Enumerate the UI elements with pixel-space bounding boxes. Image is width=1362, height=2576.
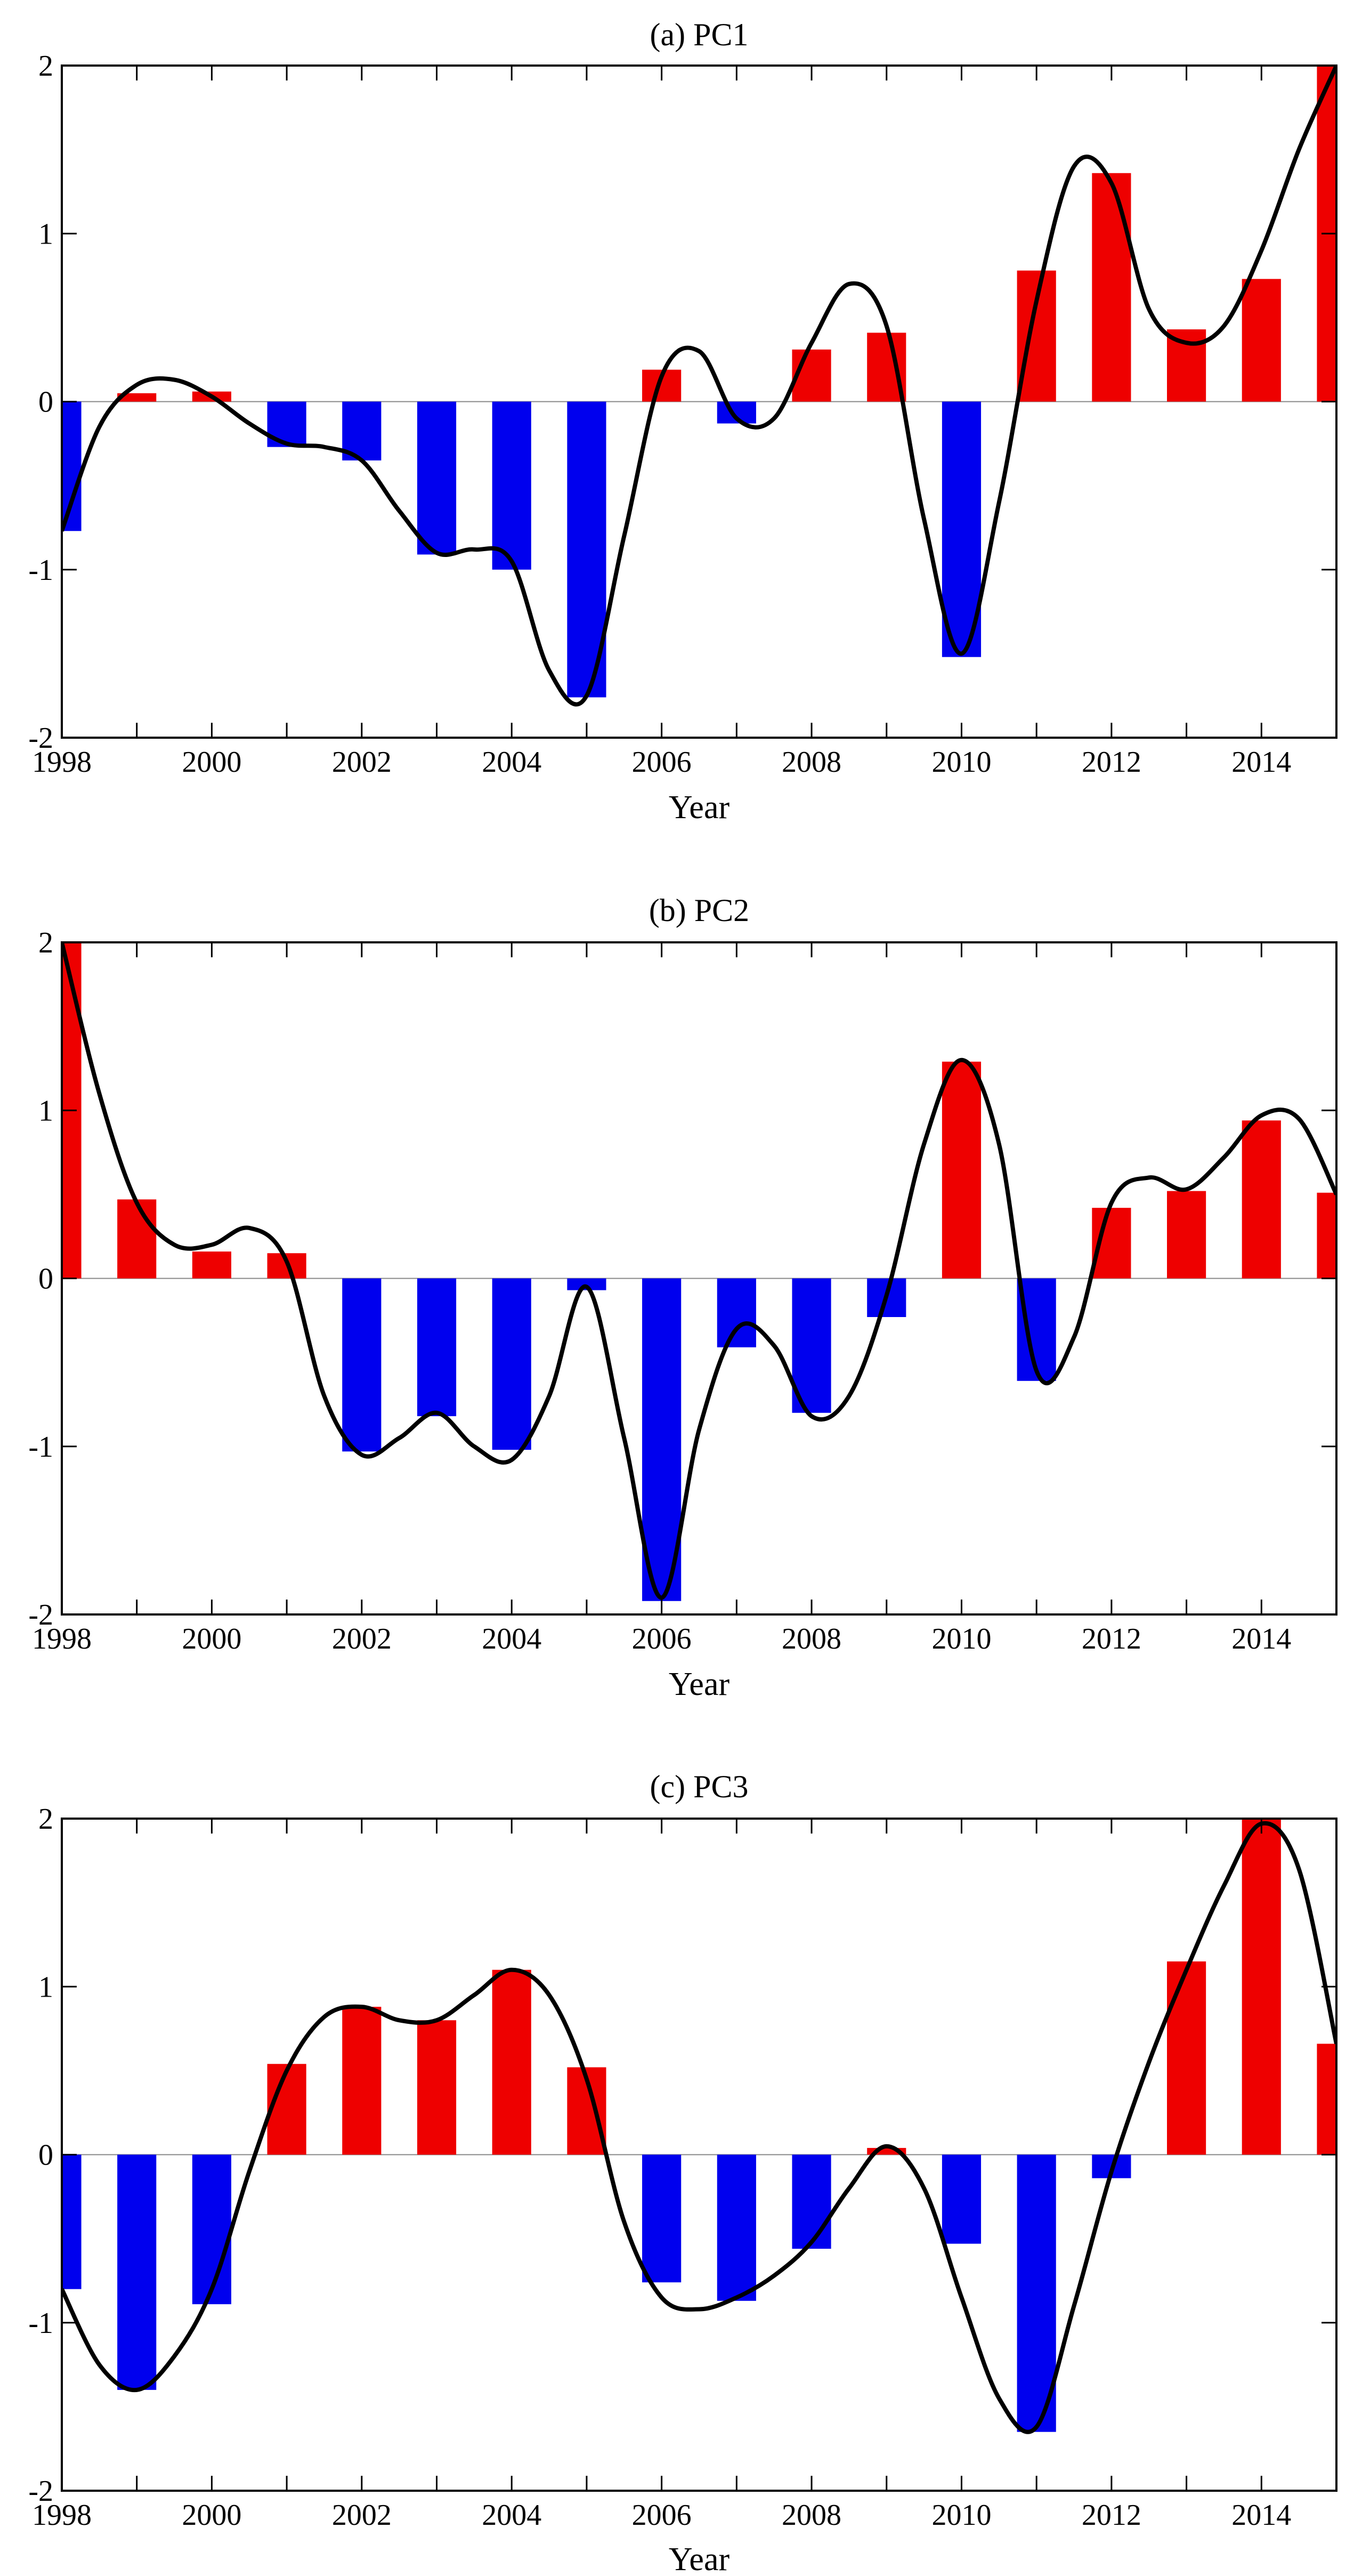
bar-2013 [1167, 1961, 1206, 2155]
x-tick-label: 2002 [332, 1622, 392, 1656]
y-tick-label: 0 [38, 1263, 53, 1296]
bar-2007 [717, 2154, 756, 2301]
bar-2008 [792, 1278, 831, 1413]
chart-panel-3: -2 -1 0 1 2 1998 2000 2002 2004 2006 2008 2010 2012 2… [28, 1769, 1337, 2576]
x-tick-label: 2000 [182, 1622, 241, 1656]
bar-2015 [1317, 2044, 1336, 2155]
x-tick-label: 2012 [1082, 746, 1141, 779]
bar-2001 [267, 2064, 306, 2155]
x-axis-label: Year [669, 2541, 730, 2576]
y-tick-label: -1 [28, 554, 53, 587]
bar-2011 [1017, 2154, 1056, 2432]
x-axis-label: Year [669, 1666, 730, 1702]
bar-2002 [342, 1278, 382, 1452]
bar-2002 [342, 2007, 382, 2155]
y-tick-label: -1 [28, 1431, 53, 1464]
bar-2004 [492, 1969, 531, 2155]
y-tick-label: -2 [28, 1598, 53, 1632]
bar-1998 [62, 2154, 82, 2289]
x-tick-label: 2012 [1082, 2499, 1141, 2532]
x-tick-label: 2002 [332, 746, 392, 779]
x-tick-label: 2006 [632, 2499, 692, 2532]
x-tick-label: 2010 [931, 2499, 991, 2532]
y-tick-label: 0 [38, 386, 53, 419]
bar-1999 [117, 393, 157, 402]
smoothed-curve [62, 942, 1336, 1600]
bar-2014 [1242, 1819, 1281, 2155]
bar-2003 [417, 2020, 457, 2155]
x-tick-label: 2012 [1082, 1622, 1141, 1656]
y-tick-label: -1 [28, 2307, 53, 2340]
bar-2012 [1092, 173, 1131, 402]
y-tick-label: 0 [38, 2139, 53, 2172]
bar-2005 [567, 1278, 606, 1290]
chart-panel-2: -2 -1 0 1 2 1998 2000 2002 2004 2006 2008 2010 2012 2… [28, 893, 1337, 1702]
x-tick-label: 2008 [782, 746, 841, 779]
bar-group [62, 66, 1336, 698]
x-tick-label: 1998 [32, 2499, 92, 2532]
x-tick-label: 1998 [32, 1622, 92, 1656]
x-tick-label: 1998 [32, 746, 92, 779]
bar-2004 [492, 401, 531, 570]
bar-2008 [792, 2154, 831, 2249]
x-tick-label: 2006 [632, 1622, 692, 1656]
chart-title: (b) PC2 [649, 893, 749, 928]
x-tick-label: 2010 [931, 1622, 991, 1656]
chart-title: (c) PC3 [650, 1769, 749, 1804]
bar-2010 [942, 401, 982, 657]
x-tick-label: 2014 [1231, 746, 1291, 779]
bar-2004 [492, 1278, 531, 1450]
x-tick-label: 2010 [931, 746, 991, 779]
bar-2003 [417, 1278, 457, 1417]
smoothed-curve [62, 1821, 1336, 2434]
bar-1998 [62, 401, 82, 531]
bar-1999 [117, 2154, 157, 2390]
x-tick-label: 2000 [182, 746, 241, 779]
bar-2006 [642, 1278, 682, 1601]
bar-2013 [1167, 1191, 1206, 1279]
x-tick-label: 2008 [782, 2499, 841, 2532]
bar-2014 [1242, 279, 1281, 402]
bar-2015 [1317, 1192, 1336, 1279]
chart-title: (a) PC1 [650, 17, 749, 52]
bar-2006 [642, 2154, 682, 2283]
x-tick-label: 2000 [182, 2499, 241, 2532]
x-tick-label: 2004 [482, 1622, 541, 1656]
chart-panel-1: -2 -1 0 1 2 1998 2000 2002 2004 2006 2008 2010 2012 2… [28, 17, 1337, 826]
x-tick-label: 2002 [332, 2499, 392, 2532]
y-tick-label: 1 [38, 1971, 53, 2004]
x-tick-label: 2004 [482, 746, 541, 779]
x-axis-label: Year [669, 789, 730, 826]
y-tick-label: -2 [28, 722, 53, 755]
x-tick-label: 2014 [1231, 2499, 1291, 2532]
x-tick-label: 2004 [482, 2499, 541, 2532]
bar-2014 [1242, 1120, 1281, 1279]
bar-2010 [942, 1061, 982, 1279]
smoothed-curve [62, 66, 1336, 707]
y-tick-label: 2 [38, 50, 53, 83]
x-tick-label: 2008 [782, 1622, 841, 1656]
x-tick-label: 2006 [632, 746, 692, 779]
bar-2003 [417, 401, 457, 555]
bar-2000 [192, 2154, 231, 2305]
bar-2007 [717, 1278, 756, 1347]
y-tick-label: -2 [28, 2475, 53, 2508]
y-tick-label: 1 [38, 217, 53, 251]
y-tick-label: 1 [38, 1094, 53, 1127]
y-tick-label: 2 [38, 1803, 53, 1836]
bar-group [62, 1819, 1336, 2432]
bar-2010 [942, 2154, 982, 2244]
y-tick-label: 2 [38, 926, 53, 959]
x-tick-label: 2014 [1231, 1622, 1291, 1656]
bar-1999 [117, 1199, 157, 1279]
bar-group [62, 942, 1336, 1601]
bar-2000 [192, 1251, 231, 1279]
